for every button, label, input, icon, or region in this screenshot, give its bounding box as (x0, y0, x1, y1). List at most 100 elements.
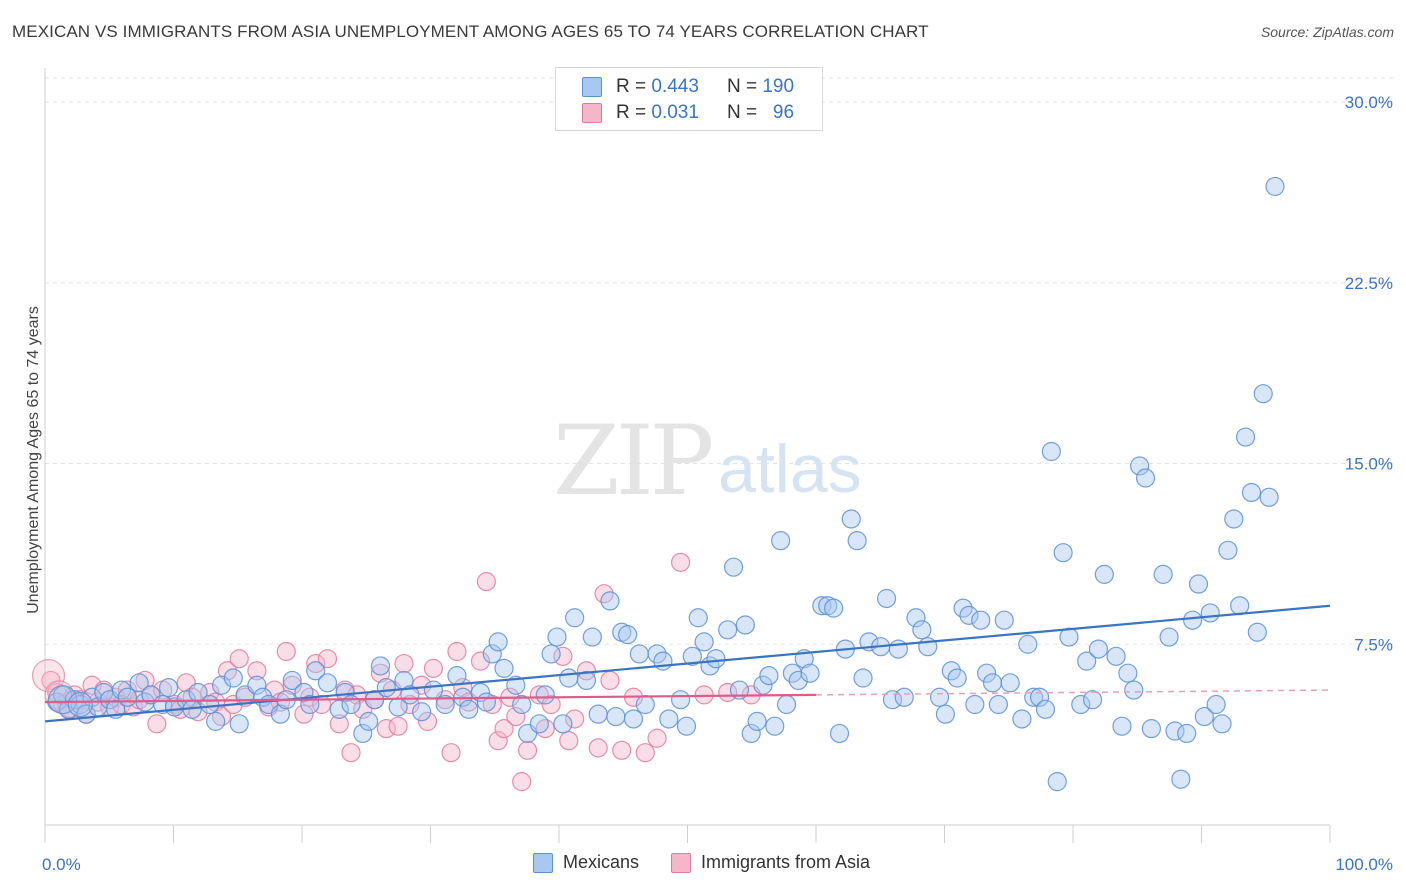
data-point (841, 509, 861, 529)
data-point (147, 714, 167, 734)
data-point (506, 675, 526, 695)
data-point (741, 723, 761, 744)
data-point (1047, 772, 1067, 792)
data-point (906, 608, 926, 628)
data-point (765, 716, 785, 736)
data-point (565, 709, 585, 729)
series-legend: Mexicans Immigrants from Asia (533, 852, 902, 873)
data-point (1235, 427, 1256, 447)
data-point (394, 653, 414, 674)
data-point (653, 651, 673, 671)
data-point (1247, 622, 1267, 642)
data-point (612, 740, 632, 760)
data-point (565, 608, 585, 628)
data-point (423, 658, 444, 678)
data-point (482, 644, 502, 664)
data-point (894, 687, 914, 707)
axes (44, 68, 1331, 843)
data-point (541, 694, 561, 715)
data-point (682, 646, 702, 666)
data-point (494, 719, 514, 739)
data-point (447, 641, 467, 662)
legend-swatch-mexicans (582, 77, 602, 97)
data-point (747, 711, 767, 731)
data-point (541, 644, 561, 664)
data-point (67, 691, 93, 718)
data-point (1053, 543, 1073, 563)
legend-r-value: 0.443 (651, 76, 699, 97)
series-immigrants-from-asia (31, 552, 761, 792)
data-point (247, 675, 267, 695)
data-point (706, 649, 726, 669)
data-point (1259, 487, 1279, 507)
data-point (1159, 627, 1179, 647)
data-point (1224, 509, 1244, 529)
data-point (476, 572, 496, 592)
data-point (1153, 564, 1173, 584)
data-point (376, 678, 396, 698)
watermark-atlas: atlas (718, 431, 862, 507)
source-label: Source: ZipAtlas.com (1260, 24, 1394, 40)
legend-n-label: N = (726, 76, 758, 97)
data-point (129, 673, 149, 693)
data-point (306, 661, 326, 681)
legend-item-mexicans[interactable]: Mexicans (533, 852, 639, 873)
data-point (800, 663, 820, 683)
data-point (629, 644, 650, 664)
data-point (547, 627, 567, 647)
data-point (223, 668, 243, 688)
legend-label-asia: Immigrants from Asia (701, 852, 871, 872)
data-point (1241, 482, 1262, 503)
data-point (512, 772, 532, 792)
data-point (670, 690, 691, 710)
data-point (553, 646, 573, 666)
data-point (670, 552, 691, 572)
data-point (400, 694, 420, 715)
watermark-zip: ZIP (553, 405, 714, 517)
data-point (935, 704, 956, 724)
data-point (1188, 574, 1209, 594)
data-point (576, 670, 597, 691)
legend-n-label: N = (726, 102, 758, 123)
data-point (1218, 540, 1238, 560)
trend-lines (44, 604, 1331, 723)
data-point (370, 663, 391, 683)
data-point (488, 632, 508, 652)
data-point (306, 653, 326, 674)
data-point (1141, 719, 1162, 739)
x-tick-label: 0.0% (42, 855, 81, 874)
data-point (759, 665, 779, 686)
data-point (359, 711, 379, 731)
data-point (229, 649, 249, 669)
data-point (971, 610, 991, 630)
data-point (1041, 441, 1061, 462)
legend-item-asia[interactable]: Immigrants from Asia (671, 852, 870, 873)
data-point (388, 716, 408, 736)
data-point (847, 531, 867, 551)
data-point (977, 663, 997, 683)
data-point (600, 670, 620, 691)
data-point (623, 709, 644, 729)
data-point (48, 685, 78, 715)
data-point (882, 690, 903, 710)
data-point (276, 641, 296, 662)
data-point (1106, 646, 1126, 666)
data-point (31, 658, 66, 693)
data-point (1130, 456, 1150, 476)
data-point (959, 605, 979, 625)
data-point (718, 682, 738, 703)
data-point (1112, 716, 1132, 736)
y-tick-label: 30.0% (1345, 93, 1393, 112)
data-point (1212, 714, 1232, 734)
data-point (1206, 694, 1226, 715)
legend-n-value: 190 (762, 76, 795, 97)
data-point (788, 670, 808, 691)
data-point (211, 675, 232, 695)
data-point (1035, 699, 1056, 719)
data-point (1118, 663, 1138, 683)
data-point (294, 704, 314, 724)
data-point (282, 675, 302, 695)
legend-row-asia: R = 0.031 N = 96 (582, 101, 794, 125)
data-point (417, 711, 438, 731)
